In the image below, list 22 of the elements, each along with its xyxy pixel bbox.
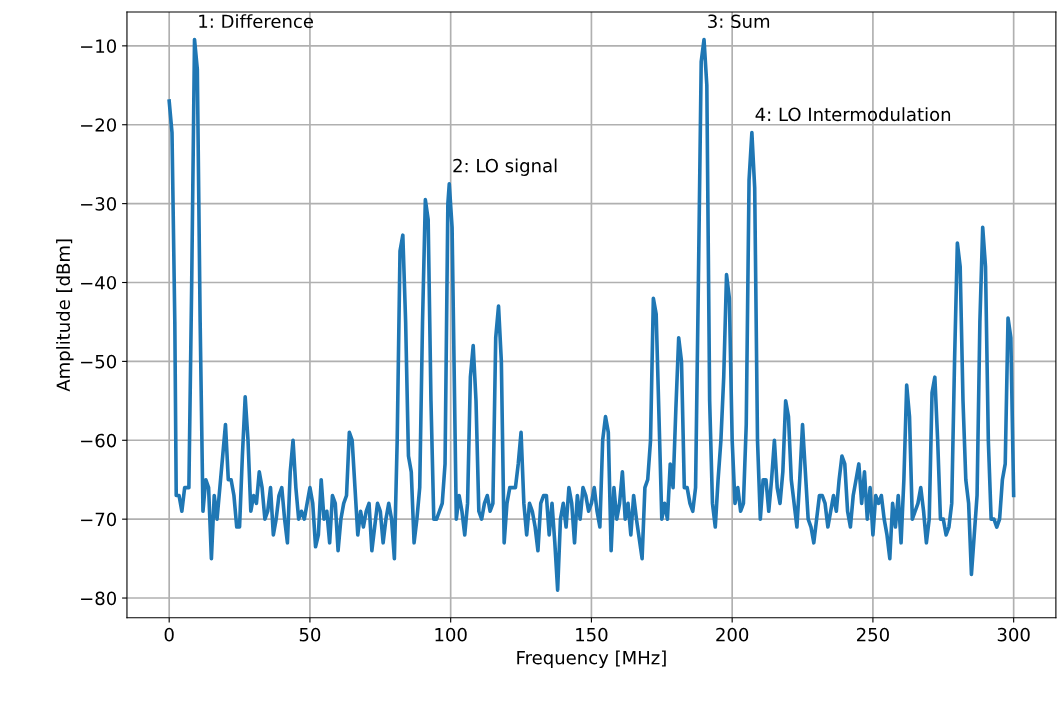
x-tick-label: 150 <box>576 627 608 642</box>
annotation: 3: Sum <box>708 14 770 29</box>
y-tick-label: −50 <box>81 354 117 369</box>
line-series <box>167 37 1016 592</box>
x-tick-label: 200 <box>716 627 749 642</box>
annotation: 1: Difference <box>199 14 313 29</box>
y-tick-label: −70 <box>81 512 117 527</box>
x-tick-label: 0 <box>164 627 174 642</box>
x-tick-label: 100 <box>435 627 467 642</box>
annotation: 2: LO signal <box>453 158 557 176</box>
y-tick-label: −20 <box>81 118 117 132</box>
x-tick-label: 300 <box>997 627 1030 642</box>
y-tick-label: −60 <box>81 433 117 448</box>
x-axis-title: Frequency [MHz] <box>517 650 666 668</box>
x-tick-label: 50 <box>299 627 321 642</box>
y-tick-label: −30 <box>81 197 117 211</box>
y-tick-label: −40 <box>81 275 117 290</box>
y-tick-label: −10 <box>81 39 117 53</box>
y-axis-title: Amplitude [dBm] <box>56 239 74 392</box>
y-tick-label: −80 <box>81 591 117 606</box>
annotation: 4: LO Intermodulation <box>755 107 951 122</box>
x-tick-label: 250 <box>857 627 889 642</box>
